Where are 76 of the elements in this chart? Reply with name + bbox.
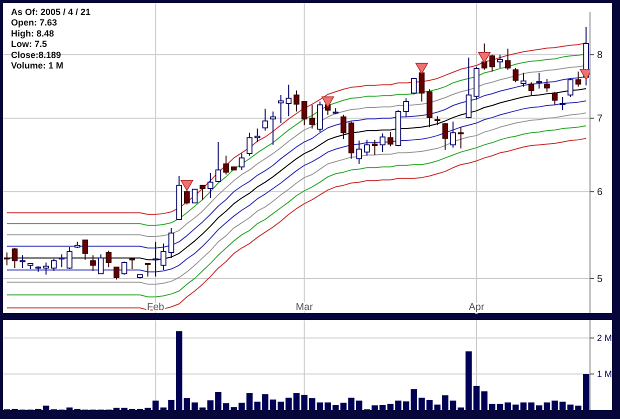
candlestick	[372, 139, 378, 156]
candlestick	[58, 254, 65, 268]
y-tick-label: 6	[597, 187, 603, 198]
candlestick	[380, 132, 386, 153]
candlestick	[168, 227, 174, 258]
y-tick-label: 8	[597, 50, 603, 62]
candlestick	[340, 114, 346, 140]
candlestick	[43, 262, 49, 276]
candlestick	[106, 250, 112, 268]
candlestick	[512, 67, 519, 83]
annotation: Volume: 1 M	[11, 60, 64, 70]
y-tick-label: 7	[597, 114, 603, 125]
candlestick	[497, 54, 503, 68]
candlestick	[238, 153, 245, 170]
candlestick	[20, 254, 26, 269]
annotation: Open: 7.63	[11, 18, 58, 28]
candlestick	[66, 246, 72, 270]
point	[415, 62, 428, 74]
candlestick	[278, 94, 284, 124]
candlestick	[481, 42, 488, 70]
candlestick	[246, 132, 252, 156]
point	[478, 52, 491, 64]
candlestick	[552, 91, 558, 106]
candlestick	[192, 188, 198, 204]
candlestick	[223, 155, 229, 175]
candlestick	[152, 241, 158, 278]
y-tick-label: 2 M	[597, 333, 612, 344]
annotation: Close:8.189	[11, 50, 62, 60]
candlestick	[309, 104, 316, 130]
candlestick	[90, 254, 96, 272]
candlestick	[50, 258, 57, 272]
candlestick	[4, 252, 10, 266]
annotation: Low: 7.5	[11, 39, 48, 50]
candlestick	[560, 96, 566, 111]
candlestick	[544, 78, 550, 92]
candlestick	[160, 243, 166, 270]
candlestick	[364, 139, 370, 156]
candlestick	[121, 261, 128, 276]
y-tick-label: 1 M	[597, 369, 612, 380]
candlestick	[286, 84, 292, 117]
candlestick	[504, 48, 511, 70]
candlestick	[129, 258, 136, 270]
candlestick	[411, 77, 417, 95]
candlestick	[200, 184, 206, 200]
candlestick	[442, 122, 448, 150]
candlestick	[114, 266, 120, 280]
candlestick	[575, 71, 582, 88]
candlestick	[208, 172, 214, 199]
candlestick	[418, 71, 425, 102]
point	[180, 180, 194, 191]
candlestick	[536, 72, 542, 90]
candlestick	[356, 140, 362, 164]
candlestick	[184, 188, 190, 206]
candlestick	[388, 132, 394, 147]
candlestick	[98, 254, 104, 274]
candlestick	[466, 57, 472, 119]
candlestick	[270, 110, 276, 146]
candlestick	[215, 141, 222, 183]
candlestick	[12, 248, 18, 269]
candlestick	[144, 262, 151, 278]
candlestick	[450, 121, 456, 148]
candlestick	[294, 90, 300, 112]
candlestick	[520, 72, 526, 88]
annotation: As Of: 2005 / 4 / 21	[11, 7, 91, 17]
candlestick	[301, 101, 308, 126]
x-tick-label: Mar	[296, 302, 314, 313]
candlestick	[403, 98, 409, 118]
y-tick-label: 5	[597, 274, 603, 285]
candlestick	[528, 82, 534, 96]
candlestick	[489, 54, 496, 72]
x-tick-label: Apr	[468, 302, 485, 313]
annotation: High: 8.48	[11, 28, 54, 38]
point	[322, 96, 334, 108]
candlestick	[82, 240, 88, 260]
candlestick	[262, 108, 268, 132]
candlestick	[568, 78, 574, 98]
